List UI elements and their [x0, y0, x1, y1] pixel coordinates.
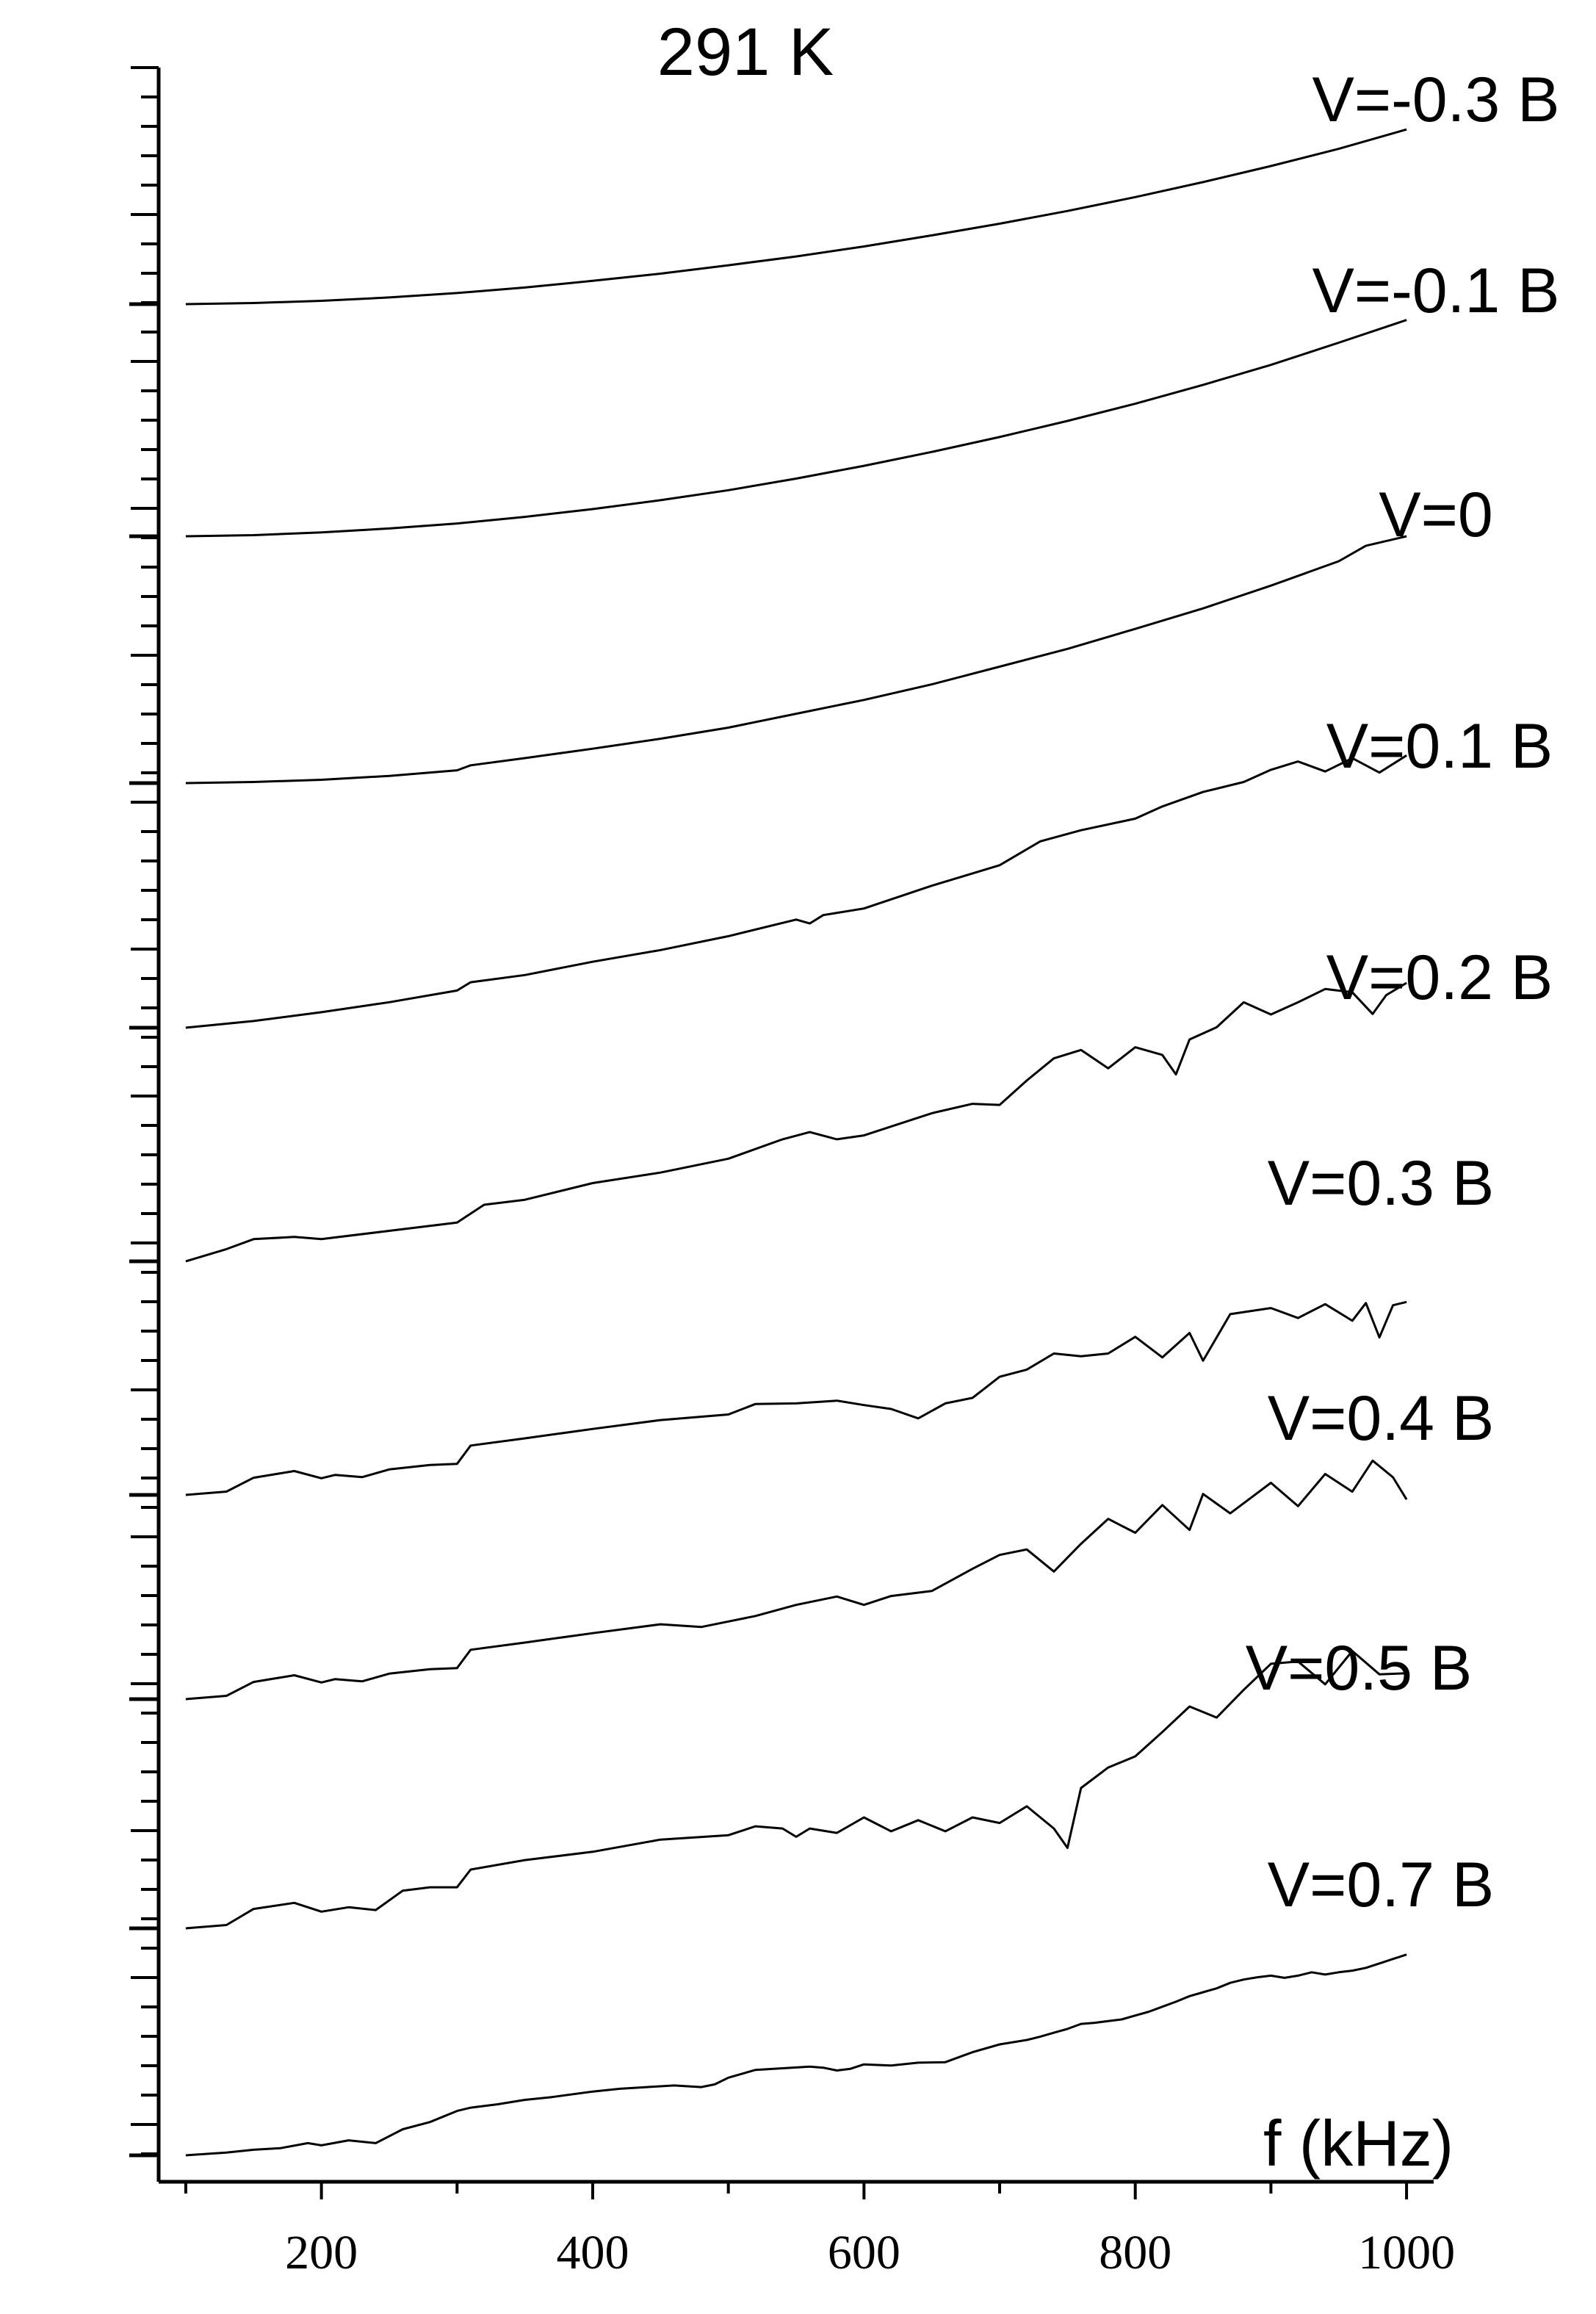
series-label-4: V=0.1 B [1326, 711, 1553, 782]
x-tick-label: 600 [828, 2226, 900, 2279]
series-label-1: V=-0.3 B [1312, 65, 1559, 135]
x-axis: 200 400 600 800 1000 [159, 2180, 1455, 2279]
series-line-2 [185, 319, 1407, 538]
series-label-6: V=0.3 B [1268, 1148, 1494, 1219]
series-line-7 [185, 1459, 1408, 1701]
series-line-3 [185, 535, 1407, 785]
x-tick-label: 400 [556, 2226, 629, 2279]
series-line-6 [185, 1300, 1407, 1496]
series-labels: V=-0.3 B V=-0.1 B V=0 V=0.1 B V=0.2 B V=0.3 B… [1246, 65, 1560, 1920]
x-tick-label: 800 [1099, 2226, 1171, 2279]
series-label-2: V=-0.1 B [1312, 256, 1559, 326]
series-line-1 [185, 128, 1407, 306]
series-line-9 [185, 1953, 1407, 2157]
series-line-8 [185, 1650, 1407, 1930]
x-tick-label: 200 [285, 2226, 358, 2279]
series-line-4 [185, 754, 1407, 1029]
y-axis [129, 66, 161, 2182]
series-label-7: V=0.4 B [1268, 1383, 1494, 1454]
series-label-5: V=0.2 B [1326, 942, 1553, 1013]
curves-layer [185, 128, 1408, 2157]
x-axis-label: f (kHz) [1263, 2107, 1454, 2180]
chart-title: 291 K [657, 15, 834, 90]
series-label-8: V=0.5 B [1246, 1633, 1472, 1704]
series-line-5 [185, 981, 1407, 1263]
x-tick-label: 1000 [1358, 2226, 1455, 2279]
series-label-9: V=0.7 B [1268, 1850, 1494, 1920]
series-label-3: V=0 [1379, 480, 1492, 550]
